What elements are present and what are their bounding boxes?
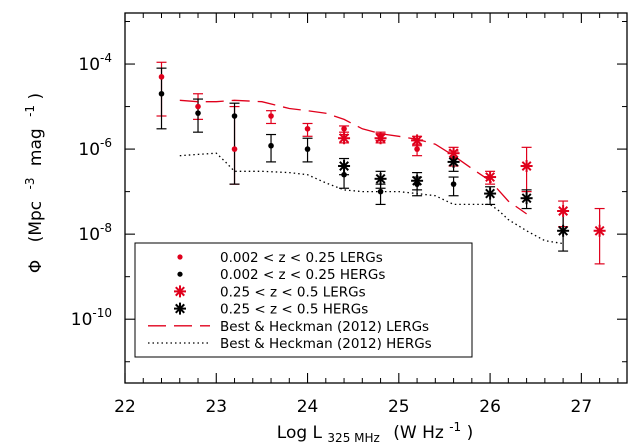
legend-label: Best & Heckman (2012) HERGs [220, 336, 432, 352]
legend-label: Best & Heckman (2012) LERGs [220, 319, 429, 335]
data-point [195, 110, 201, 116]
x-tick-label: 22 [114, 397, 136, 417]
y-tick-label: 10-6 [78, 136, 112, 160]
x-tick-label: 23 [205, 397, 227, 417]
data-point-star [557, 224, 570, 237]
data-point [304, 126, 311, 132]
data-markers-layer [158, 74, 606, 237]
data-point [231, 113, 238, 119]
data-point-star [338, 132, 351, 145]
data-point-star [484, 187, 497, 200]
x-tick-label: 24 [297, 397, 319, 417]
data-point [158, 74, 165, 80]
data-point-star [557, 205, 570, 218]
y-ticks-layer: 10-10 10-8 10-6 10-4 [71, 21, 627, 363]
data-point-star [374, 172, 387, 185]
x-tick-label: 27 [571, 397, 593, 417]
data-point [158, 90, 165, 97]
data-point-star [338, 160, 351, 173]
data-point-star [411, 174, 424, 187]
model-curves-layer [179, 99, 564, 245]
x-tick-label: 25 [388, 397, 410, 417]
data-point [195, 103, 201, 110]
data-point-star [484, 171, 497, 184]
legend-symbol [174, 302, 186, 315]
data-point [231, 146, 238, 152]
data-point [304, 146, 311, 152]
legend-label: 0.002 < z < 0.25 HERGs [220, 267, 385, 283]
data-point-star [520, 192, 533, 205]
legend-label: 0.25 < z < 0.5 HERGs [220, 302, 368, 318]
data-point-star [520, 160, 533, 173]
legend-symbol [174, 285, 186, 298]
data-point-star [374, 132, 387, 145]
legend-label: 0.25 < z < 0.5 LERGs [220, 284, 366, 300]
error-bars-layer [156, 61, 605, 265]
y-tick-label: 10-4 [78, 51, 112, 75]
legend-box [134, 242, 473, 358]
y-tick-label: 10-8 [78, 221, 112, 245]
model-curve [179, 99, 527, 215]
data-point [341, 126, 347, 132]
data-point-star [593, 224, 606, 237]
legend-star [174, 302, 186, 315]
legend-label: 0.002 < z < 0.25 LERGs [220, 250, 383, 266]
data-point [268, 113, 274, 119]
data-point [414, 146, 420, 152]
y-axis-label: Φ (Mpc -3 mag -1 ) [19, 93, 46, 273]
legend-symbol [177, 271, 183, 277]
plot-frame [124, 12, 628, 384]
x-tick-label: 26 [479, 397, 501, 417]
data-point-star [447, 155, 460, 168]
y-tick-label: 10-10 [71, 306, 112, 330]
legend-star [174, 285, 186, 298]
x-ticks-layer: 22 23 24 25 26 27 [114, 13, 619, 417]
data-point [341, 171, 347, 178]
data-point [377, 188, 384, 195]
data-point [450, 181, 457, 187]
data-point-star [411, 134, 424, 147]
x-axis-label: Log L 325 MHz (W Hz -1 ) [277, 416, 473, 445]
legend-symbol [177, 254, 183, 260]
data-point [268, 142, 274, 149]
